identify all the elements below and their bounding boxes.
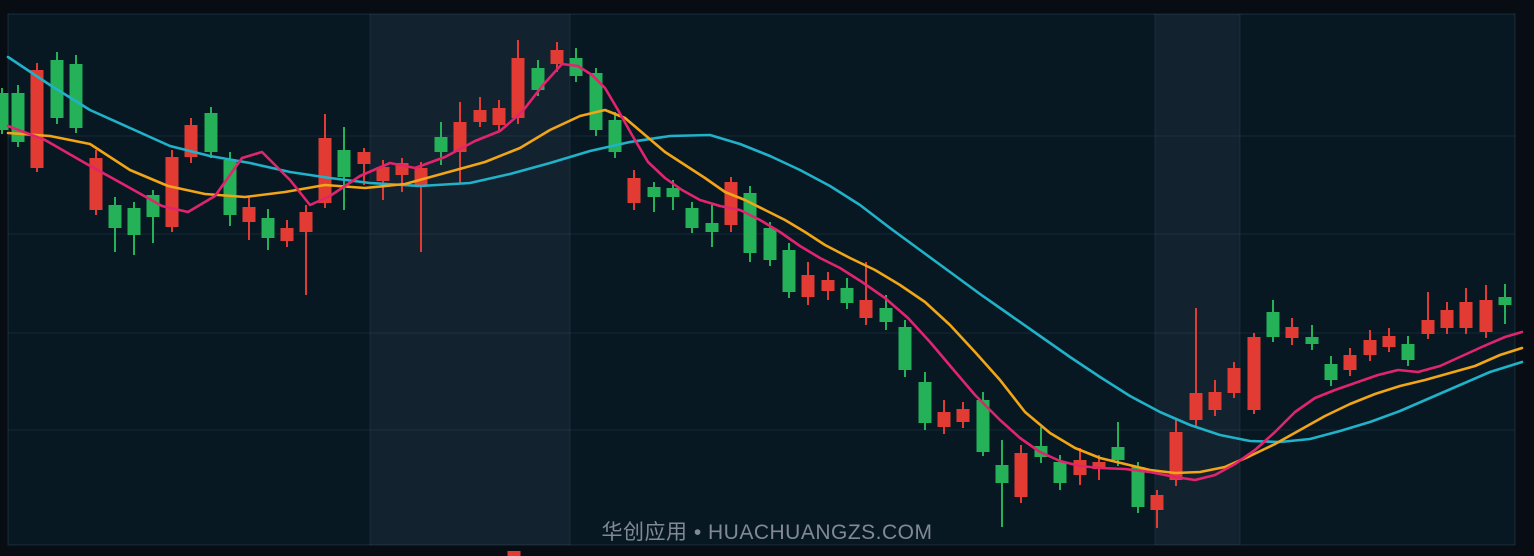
candle-body bbox=[1131, 467, 1145, 507]
candle-body bbox=[280, 228, 294, 241]
candle-body bbox=[763, 228, 777, 260]
candle-body bbox=[1150, 495, 1164, 510]
candle-body bbox=[165, 157, 179, 227]
candle-body bbox=[1401, 344, 1415, 360]
candle-body bbox=[511, 58, 525, 118]
candle-body bbox=[937, 412, 951, 427]
candle-body bbox=[976, 400, 990, 452]
candle-body bbox=[318, 138, 332, 203]
candle-body bbox=[1266, 312, 1280, 337]
candle-body bbox=[840, 288, 854, 303]
candle-body bbox=[376, 167, 390, 181]
candle-body bbox=[1324, 364, 1338, 380]
candle-body bbox=[627, 178, 641, 203]
candle-body bbox=[821, 280, 835, 291]
candle-body bbox=[918, 382, 932, 423]
candle-body bbox=[1498, 297, 1512, 305]
candle-body bbox=[995, 465, 1009, 483]
candle-body bbox=[1092, 462, 1106, 469]
candle-body bbox=[647, 187, 661, 197]
candle-body bbox=[1305, 337, 1319, 344]
plot-background bbox=[8, 14, 1515, 545]
candle-body bbox=[589, 73, 603, 130]
candle-body bbox=[1459, 302, 1473, 328]
candle-body bbox=[1111, 447, 1125, 460]
session-highlight-band bbox=[370, 14, 570, 545]
candle-body bbox=[357, 152, 371, 164]
candle-body bbox=[261, 218, 275, 238]
candle-body bbox=[724, 182, 738, 225]
candle-body bbox=[127, 208, 141, 235]
plot-frame bbox=[7, 13, 1516, 546]
candle-body bbox=[1421, 320, 1435, 334]
candle-body bbox=[550, 50, 564, 64]
candle-body bbox=[956, 409, 970, 422]
candle-body bbox=[30, 70, 44, 168]
candle-body bbox=[184, 125, 198, 157]
candle-body bbox=[337, 150, 351, 177]
candle-body bbox=[1440, 310, 1454, 328]
candle-body bbox=[453, 122, 467, 152]
candle-body bbox=[685, 208, 699, 228]
candle-body bbox=[1479, 300, 1493, 332]
candle-body bbox=[1285, 327, 1299, 338]
candle-body bbox=[1189, 393, 1203, 420]
candle-body bbox=[1343, 355, 1357, 370]
candle-body bbox=[1227, 368, 1241, 393]
candle-body bbox=[1073, 460, 1087, 475]
candle-body bbox=[223, 160, 237, 215]
candle-body bbox=[1169, 432, 1183, 480]
ma-slow-line bbox=[6, 55, 1524, 444]
candle-body bbox=[782, 250, 796, 292]
candle-body bbox=[0, 93, 9, 130]
candle-body bbox=[859, 300, 873, 318]
candle-body bbox=[242, 207, 256, 222]
candlestick-series bbox=[0, 40, 1512, 528]
candle-body bbox=[1208, 392, 1222, 410]
partial-candle-bottom bbox=[507, 551, 521, 556]
candle-body bbox=[108, 205, 122, 228]
candle-body bbox=[743, 193, 757, 253]
ma-fast-line bbox=[6, 62, 1524, 482]
candle-body bbox=[879, 308, 893, 322]
candle-body bbox=[1247, 337, 1261, 410]
candle-body bbox=[531, 68, 545, 90]
candle-body bbox=[1014, 453, 1028, 497]
candle-body bbox=[705, 223, 719, 232]
candle-body bbox=[69, 64, 83, 128]
candle-body bbox=[414, 168, 428, 185]
candle-body bbox=[204, 113, 218, 152]
candle-body bbox=[299, 212, 313, 232]
candle-body bbox=[898, 327, 912, 370]
ma-mid-line bbox=[6, 108, 1524, 475]
session-highlight-band bbox=[1155, 14, 1240, 545]
candle-body bbox=[434, 137, 448, 152]
candle-body bbox=[1053, 462, 1067, 483]
candle-body bbox=[492, 108, 506, 125]
candle-body bbox=[801, 275, 815, 297]
candle-body bbox=[1382, 336, 1396, 347]
candle-body bbox=[666, 188, 680, 197]
candle-body bbox=[473, 110, 487, 122]
candle-body bbox=[1363, 340, 1377, 355]
